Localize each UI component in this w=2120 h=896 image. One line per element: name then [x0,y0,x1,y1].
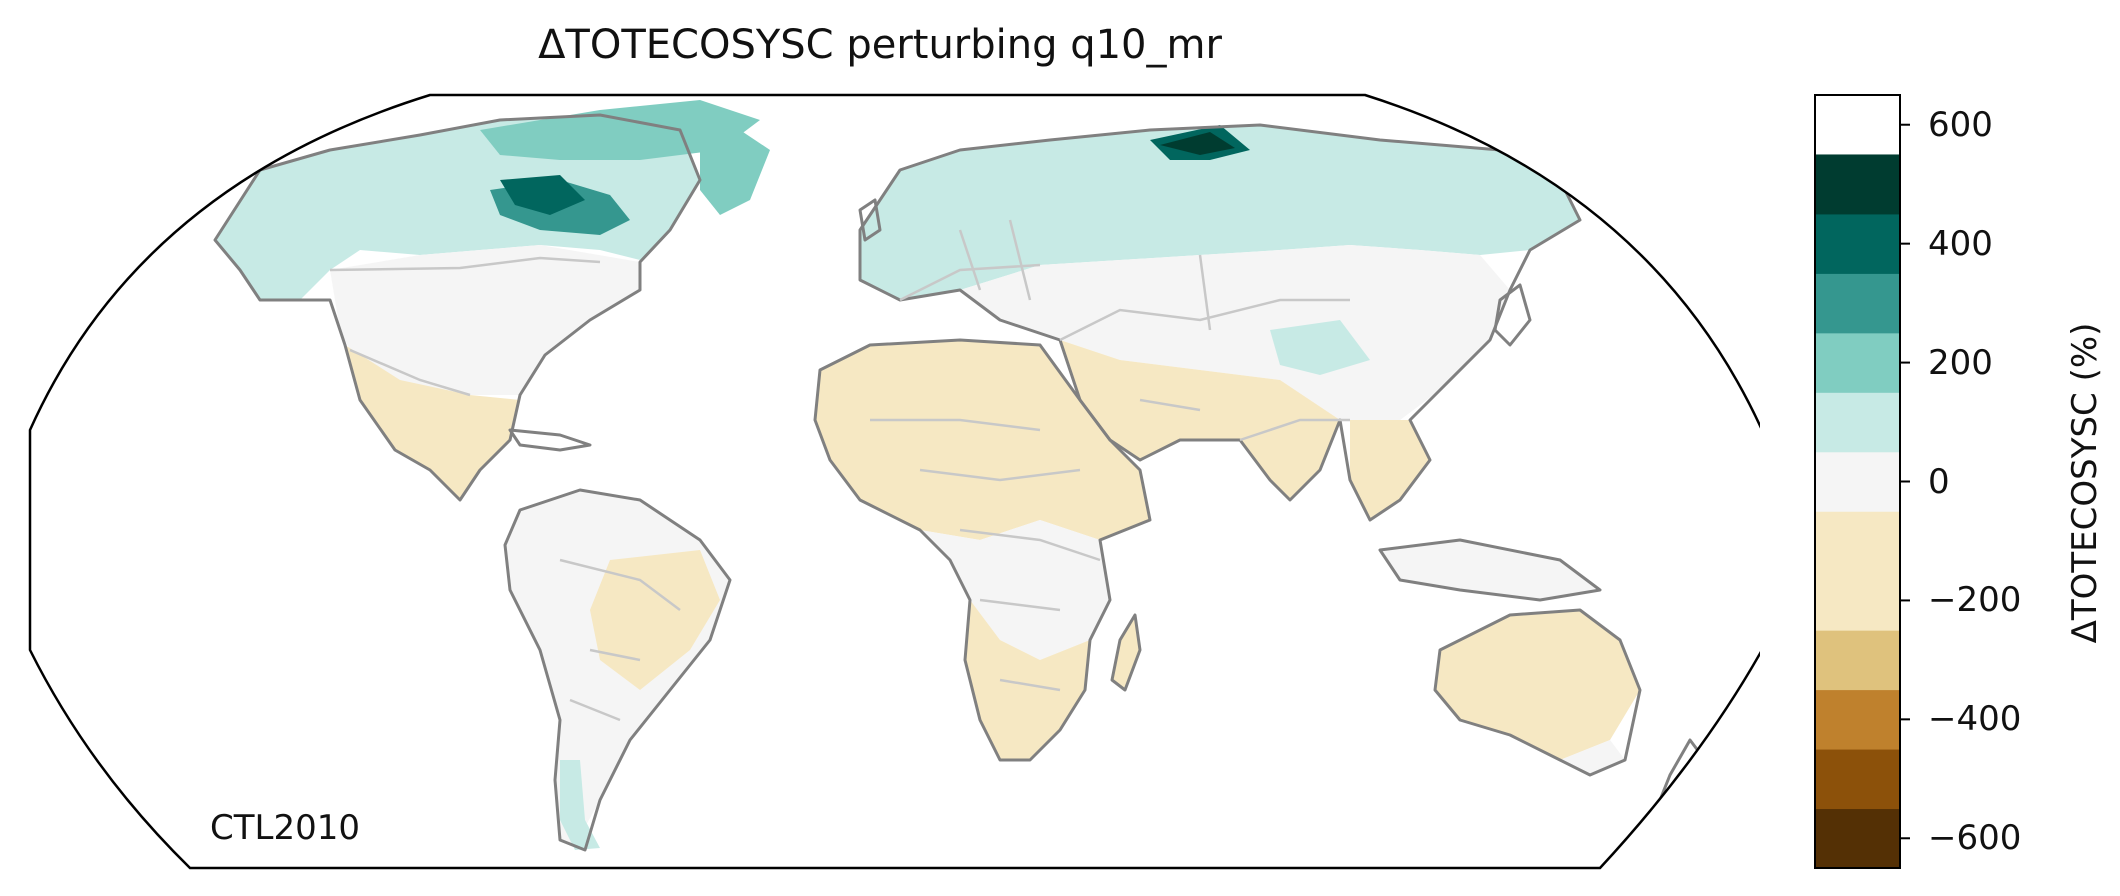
region-north-america-boreal [215,115,700,300]
coastline-africa [813,338,1152,762]
colorbar-bin-4 [1815,511,1900,631]
coastline-south-america [503,488,732,852]
colorbar-bin-2 [1815,689,1900,750]
region-africa-central [920,520,1110,660]
border-africa [870,418,1101,692]
world-map [28,93,1760,870]
region-canada-peak [500,175,585,215]
colorbar-bin-9 [1815,213,1900,274]
region-north-america-temperate [330,245,640,395]
coastline-madagascar [1110,613,1142,692]
colorbar-tick-label: 0 [1928,461,1950,502]
map-title: ΔTOTECOSYSC perturbing q10_mr [538,22,1222,68]
border-us-canada [329,256,601,272]
colorbar-bin-0 [1815,808,1900,869]
border-central-asia [1059,254,1350,342]
coastline-eurasia [858,123,1582,522]
colorbar-bin-6 [1815,392,1900,453]
region-middle-east-india [1060,340,1340,500]
region-eurasia-boreal [860,125,1580,300]
colorbar-tick-label: 200 [1928,342,1993,383]
colorbar-bin-1 [1815,749,1900,810]
border-south-america [559,558,681,722]
coastline-uk [858,198,882,242]
coastline-indonesia [1378,538,1602,602]
colorbar-bin-3 [1815,630,1900,691]
colorbar-tick-label: 600 [1928,104,1993,145]
colorbar-bin-8 [1815,273,1900,334]
region-central-asia [960,245,1510,420]
region-australia [1435,610,1640,760]
colorbar-bin-5 [1815,451,1900,512]
coastline-japan [1493,283,1532,347]
border-us-mexico [349,348,471,397]
colorbar-bin-10 [1815,154,1900,215]
map-frame [28,93,1760,870]
coastline-caribbean [508,428,592,452]
region-china-teal [1270,320,1370,375]
region-madagascar [1112,615,1140,690]
region-mexico [345,345,520,500]
region-patagonia [560,760,600,850]
border-europe [899,219,1041,302]
colorbar-tick-label: −400 [1928,699,2022,740]
border-asia-south [1139,398,1350,442]
region-siberia-peak [1160,132,1235,155]
map-annotation: CTL2010 [210,808,360,848]
colorbar-tick-label: −600 [1928,818,2022,859]
colorbar-tick-label: 400 [1928,223,1993,264]
region-south-america-tan [590,550,720,690]
region-arctic-islands [480,100,760,160]
colorbar-bin-7 [1815,332,1900,393]
colorbar-tick-label: −200 [1928,580,2022,621]
colorbar-label: ΔTOTECOSYSC (%) [2065,322,2105,644]
region-africa-south [965,600,1090,760]
coastline-australia [1433,608,1642,777]
region-africa-north [815,340,1150,540]
region-greenland-edge [700,130,770,215]
coastline-north-america [213,113,702,502]
region-southeast-asia [1350,420,1430,520]
